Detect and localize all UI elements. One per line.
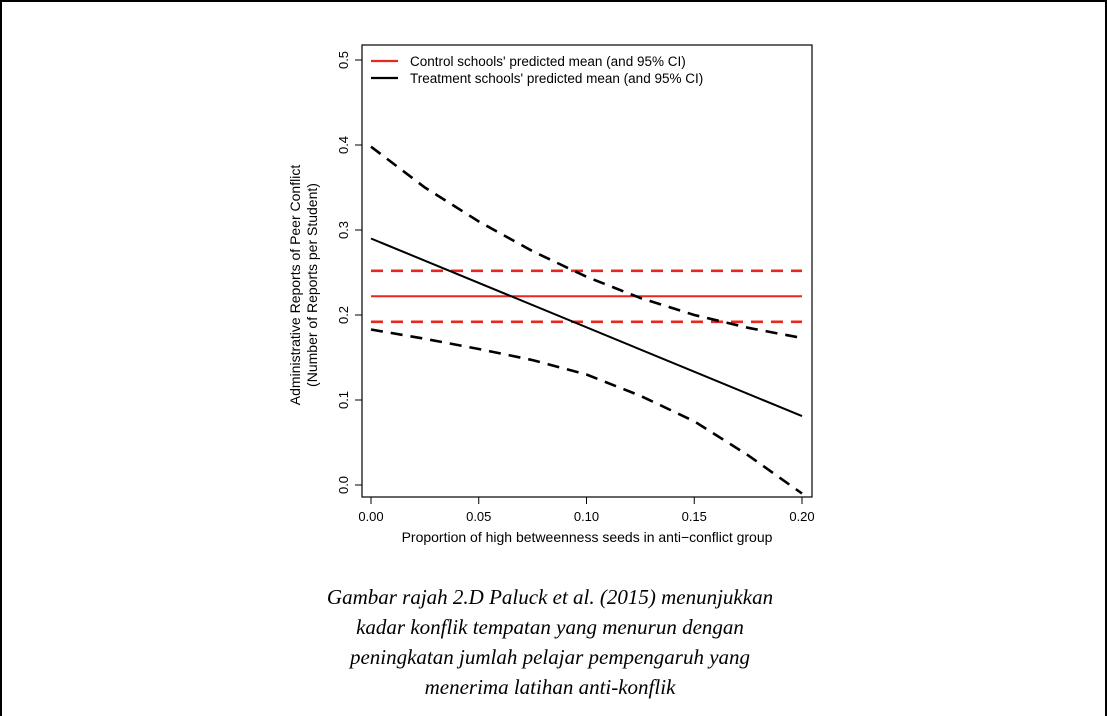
y-tick-label: 0.2: [336, 306, 351, 324]
y-tick-label: 0.4: [336, 136, 351, 154]
x-tick-label: 0.20: [789, 509, 814, 524]
y-tick-label: 0.0: [336, 476, 351, 494]
chart-series: [370, 145, 803, 495]
series-line-5: [370, 328, 803, 495]
caption-line: kadar konflik tempatan yang menurun deng…: [356, 615, 744, 639]
y-tick-label: 0.1: [336, 391, 351, 409]
chart-legend: Control schools' predicted mean (and 95%…: [371, 54, 703, 86]
caption-line: peningkatan jumlah pelajar pempengaruh y…: [349, 645, 751, 669]
x-tick-label: 0.10: [574, 509, 599, 524]
x-tick-label: 0.05: [466, 509, 491, 524]
x-tick-label: 0.15: [682, 509, 707, 524]
series-line-3: [370, 237, 803, 418]
chart-axes: 0.00 0.05 0.10 0.15 0.20 0.0 0.1 0.2 0.3 0.4 0.5: [336, 51, 815, 524]
y-axis-label-line1: Administrative Reports of Peer Conflict: [287, 165, 303, 406]
caption-line: Gambar rajah 2.D Paluck et al. (2015) me…: [326, 585, 774, 609]
figure-caption: Gambar rajah 2.D Paluck et al. (2015) me…: [250, 582, 850, 702]
series-line-4: [370, 145, 803, 340]
legend-label: Control schools' predicted mean (and 95%…: [410, 54, 686, 69]
y-tick-label: 0.5: [336, 51, 351, 69]
x-axis-label: Proportion of high betweenness seeds in …: [402, 529, 773, 545]
chart: 0.00 0.05 0.10 0.15 0.20 0.0 0.1 0.2 0.3 0.4 0.5 C…: [287, 44, 815, 545]
caption-line: menerima latihan anti-konflik: [424, 675, 676, 699]
y-axis-label-line2: (Number of Reports per Student): [304, 183, 320, 387]
x-tick-label: 0.00: [358, 509, 383, 524]
y-tick-label: 0.3: [336, 221, 351, 239]
plot-border: [361, 44, 813, 498]
plot-area: [361, 44, 813, 498]
legend-label: Treatment schools' predicted mean (and 9…: [410, 71, 703, 86]
